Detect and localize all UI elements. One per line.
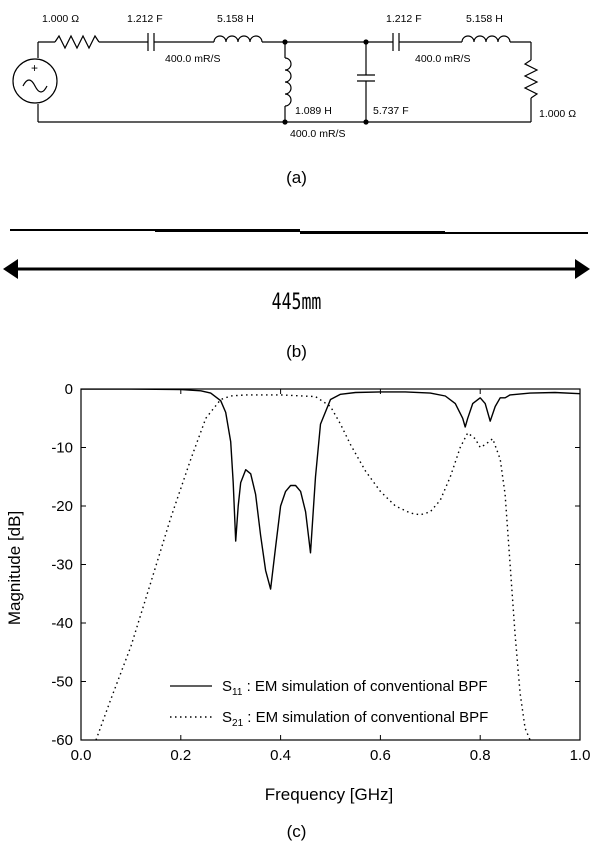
x-tick-label: 1.0 bbox=[570, 747, 591, 764]
y-axis-label: Magnitude [dB] bbox=[5, 511, 24, 625]
svg-text:+: + bbox=[31, 61, 38, 75]
caption-b: (b) bbox=[286, 342, 307, 361]
label-impedance-2: 400.0 mR/S bbox=[290, 128, 345, 140]
series-line-s11 bbox=[81, 389, 580, 590]
label-c-series-2: 1.212 F bbox=[386, 13, 422, 25]
y-tick-label: -50 bbox=[51, 674, 73, 691]
circuit-schematic: + 1.000 Ω 1.212 F 5.158 H 400.0 mR/S 1.0… bbox=[12, 13, 576, 140]
resistor-source-icon bbox=[54, 34, 100, 50]
x-tick-label: 0.0 bbox=[71, 747, 92, 764]
legend-label-s11: S11 : EM simulation of conventional BPF bbox=[222, 678, 488, 698]
legend: S11 : EM simulation of conventional BPF … bbox=[170, 678, 488, 729]
label-r-source: 1.000 Ω bbox=[42, 13, 79, 25]
series-line-s21 bbox=[95, 394, 531, 740]
inductor-shunt-icon bbox=[284, 57, 292, 107]
x-tick-label: 0.8 bbox=[470, 747, 491, 764]
resistor-load-icon bbox=[523, 59, 539, 99]
x-tick-label: 0.2 bbox=[170, 747, 191, 764]
caption-a: (a) bbox=[286, 168, 307, 187]
axis-ticks: 0.0 0.2 0.4 0.6 0.8 1.0 0 -10 -20 -30 -40 -50 -60 bbox=[51, 381, 590, 764]
caption-c: (c) bbox=[286, 822, 307, 841]
y-tick-label: -60 bbox=[51, 732, 73, 749]
y-tick-label: -40 bbox=[51, 615, 73, 632]
y-tick-label: 0 bbox=[65, 381, 73, 398]
label-impedance-1: 400.0 mR/S bbox=[165, 53, 220, 65]
s-parameter-chart: 0.0 0.2 0.4 0.6 0.8 1.0 0 -10 -20 -30 -40 -50 -60 Ma… bbox=[5, 381, 590, 804]
x-tick-label: 0.6 bbox=[370, 747, 391, 764]
label-c-series-1: 1.212 F bbox=[127, 13, 163, 25]
legend-label-s21: S21 : EM simulation of conventional BPF bbox=[222, 709, 488, 729]
ac-source-icon: + bbox=[12, 58, 58, 104]
label-impedance-3: 400.0 mR/S bbox=[415, 53, 470, 65]
x-tick-label: 0.4 bbox=[270, 747, 291, 764]
x-axis-label: Frequency [GHz] bbox=[265, 785, 394, 804]
label-l-series-1: 5.158 H bbox=[217, 13, 254, 25]
y-tick-label: -20 bbox=[51, 498, 73, 515]
inductor-series-2-icon bbox=[461, 35, 511, 43]
y-tick-label: -30 bbox=[51, 557, 73, 574]
dimension-label: 445mm bbox=[271, 290, 322, 315]
label-l-series-2: 5.158 H bbox=[466, 13, 503, 25]
label-r-load: 1.000 Ω bbox=[539, 108, 576, 120]
y-tick-label: -10 bbox=[51, 440, 73, 457]
dimension-arrow-icon bbox=[3, 259, 590, 279]
inductor-series-1-icon bbox=[213, 35, 263, 43]
label-c-shunt: 5.737 F bbox=[373, 105, 409, 117]
label-l-shunt: 1.089 H bbox=[295, 105, 332, 117]
filter-layout bbox=[3, 229, 590, 279]
